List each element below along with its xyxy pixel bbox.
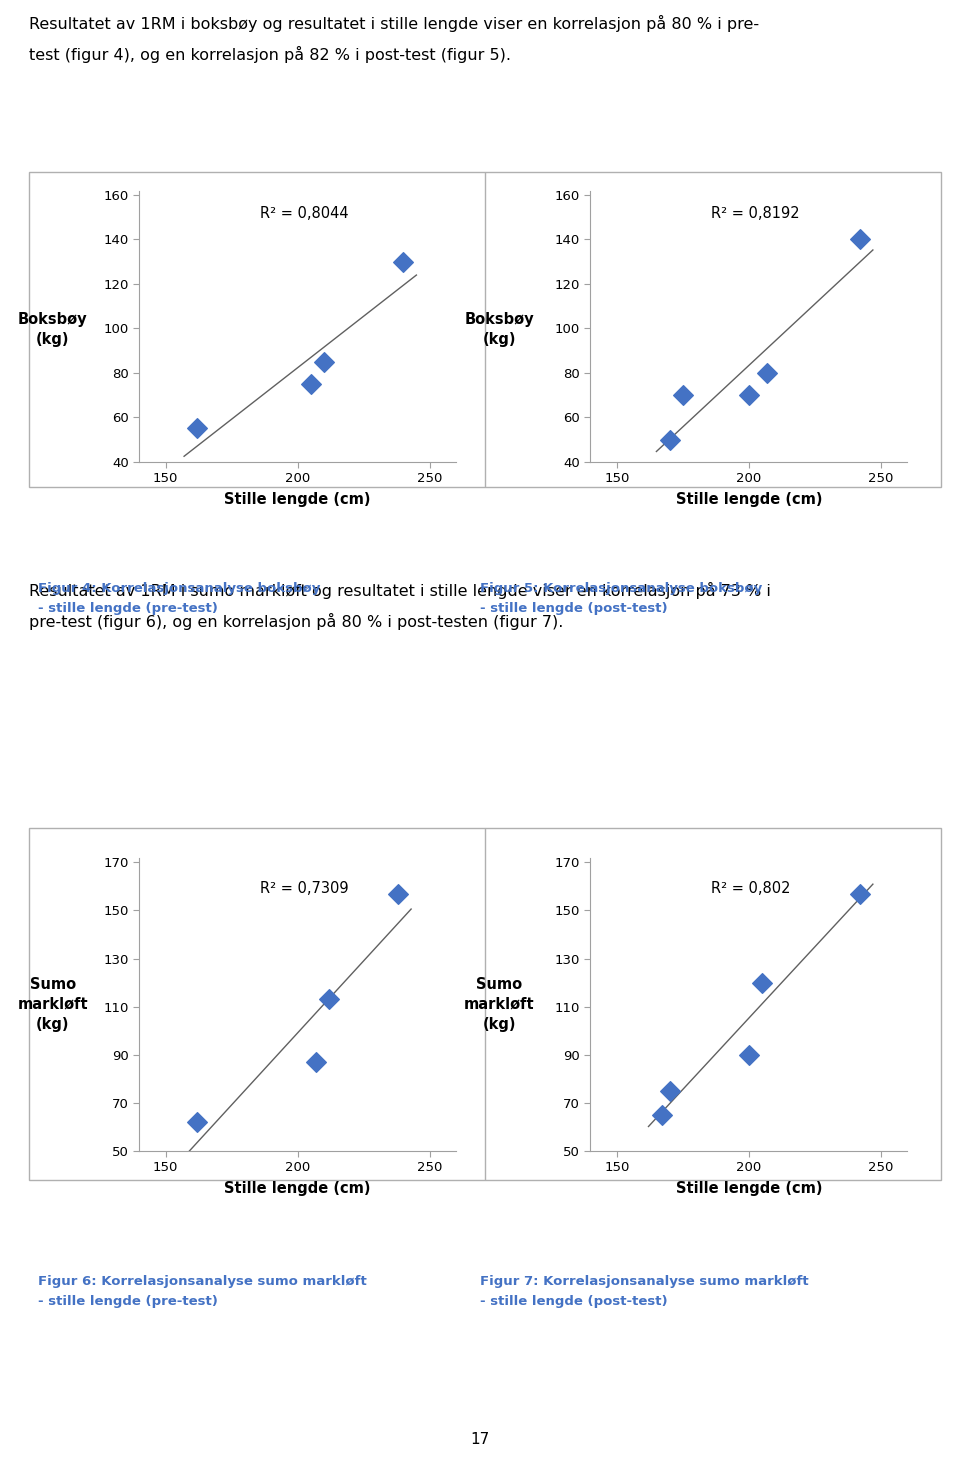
Point bbox=[661, 428, 677, 452]
Point bbox=[675, 384, 690, 408]
Point bbox=[755, 970, 770, 994]
Text: R² = 0,8044: R² = 0,8044 bbox=[259, 205, 348, 221]
X-axis label: Stille lengde (cm): Stille lengde (cm) bbox=[225, 493, 371, 507]
Point bbox=[759, 361, 775, 384]
Text: Resultatet av 1RM i boksbøy og resultatet i stille lengde viser en korrelasjon p: Resultatet av 1RM i boksbøy og resultate… bbox=[29, 15, 759, 63]
Text: Sumo
markløft
(kg): Sumo markløft (kg) bbox=[17, 976, 88, 1032]
Point bbox=[322, 988, 337, 1012]
Point bbox=[741, 384, 756, 408]
Point bbox=[308, 1050, 324, 1073]
Point bbox=[741, 1042, 756, 1066]
Text: Boksbøy
(kg): Boksbøy (kg) bbox=[18, 312, 87, 346]
Point bbox=[661, 1079, 677, 1102]
Text: Sumo
markløft
(kg): Sumo markløft (kg) bbox=[464, 976, 535, 1032]
Point bbox=[303, 372, 319, 396]
Point bbox=[852, 227, 868, 251]
X-axis label: Stille lengde (cm): Stille lengde (cm) bbox=[225, 1182, 371, 1196]
Text: R² = 0,802: R² = 0,802 bbox=[710, 881, 790, 896]
X-axis label: Stille lengde (cm): Stille lengde (cm) bbox=[676, 1182, 822, 1196]
Text: Figur 6: Korrelasjonsanalyse sumo markløft
- stille lengde (pre-test): Figur 6: Korrelasjonsanalyse sumo marklø… bbox=[38, 1275, 367, 1309]
Text: Boksbøy
(kg): Boksbøy (kg) bbox=[465, 312, 534, 346]
X-axis label: Stille lengde (cm): Stille lengde (cm) bbox=[676, 493, 822, 507]
Text: 17: 17 bbox=[470, 1432, 490, 1447]
Point bbox=[654, 1102, 669, 1126]
Text: Figur 7: Korrelasjonsanalyse sumo markløft
- stille lengde (post-test): Figur 7: Korrelasjonsanalyse sumo marklø… bbox=[480, 1275, 808, 1309]
Point bbox=[852, 883, 868, 906]
Point bbox=[189, 416, 204, 440]
Point bbox=[189, 1110, 204, 1133]
Point bbox=[396, 251, 411, 274]
Text: R² = 0,8192: R² = 0,8192 bbox=[710, 205, 800, 221]
Text: Figur 5: Korrelasjonsanalyse boksbøy
- stille lengde (post-test): Figur 5: Korrelasjonsanalyse boksbøy - s… bbox=[480, 582, 762, 616]
Text: Figur 4: Korrelasjonsanalyse boksbøy
- stille lengde (pre-test): Figur 4: Korrelasjonsanalyse boksbøy - s… bbox=[38, 582, 321, 616]
Point bbox=[390, 883, 406, 906]
Point bbox=[316, 350, 331, 374]
Text: Resultatet av 1RM i sumo markløft og resultatet i stille lengde viser en korrela: Resultatet av 1RM i sumo markløft og res… bbox=[29, 582, 771, 630]
Text: R² = 0,7309: R² = 0,7309 bbox=[259, 881, 348, 896]
